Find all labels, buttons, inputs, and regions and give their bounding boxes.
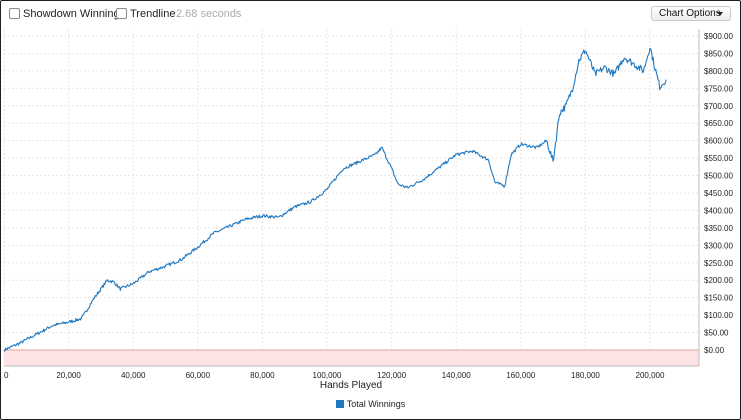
showdown-winnings-label[interactable]: Showdown Winnings: [23, 8, 126, 20]
y-tick-label: $250.00: [704, 259, 733, 268]
y-tick-label: $600.00: [704, 137, 733, 146]
legend-label: Total Winnings: [346, 399, 406, 409]
y-tick-label: $900.00: [704, 32, 733, 41]
y-axis-ticks: $0.00 $50.00 $100.00 $150.00 $200.00 $250.00 $…: [704, 32, 733, 355]
chart-toolbar: Showdown Winnings Trendline 2.68 seconds…: [0, 0, 741, 28]
y-tick-label: $700.00: [704, 102, 733, 111]
showdown-winnings-checkbox[interactable]: [9, 8, 20, 19]
x-tick-label: 20,000: [56, 371, 81, 380]
y-tick-label: $800.00: [704, 67, 733, 76]
negative-region: [4, 350, 699, 366]
y-tick-label: $500.00: [704, 172, 733, 181]
trendline-label[interactable]: Trendline: [130, 8, 176, 20]
x-axis-ticks: 0 20,000 40,000 60,000 80,000 100,000 120,000 1…: [4, 371, 665, 380]
y-tick-label: $650.00: [704, 119, 733, 128]
caret-down-icon: [717, 12, 723, 16]
y-tick-label: $350.00: [704, 224, 733, 233]
y-tick-label: $150.00: [704, 294, 733, 303]
x-tick-label: 180,000: [571, 371, 600, 380]
x-tick-label: 60,000: [186, 371, 211, 380]
legend: Total Winnings: [0, 399, 741, 409]
x-tick-label: 120,000: [377, 371, 406, 380]
y-tick-label: $550.00: [704, 154, 733, 163]
series-layer: [3, 47, 667, 352]
x-tick-label: 200,000: [636, 371, 665, 380]
x-tick-label: 140,000: [442, 371, 471, 380]
x-tick-label: 100,000: [313, 371, 342, 380]
legend-swatch: [335, 400, 344, 408]
x-tick-label: 40,000: [121, 371, 146, 380]
y-tick-label: $300.00: [704, 241, 733, 250]
x-tick-label: 160,000: [506, 371, 535, 380]
y-tick-label: $400.00: [704, 206, 733, 215]
trendline-checkbox[interactable]: [116, 8, 127, 19]
y-tick-label: $200.00: [704, 276, 733, 285]
elapsed-time: 2.68 seconds: [176, 8, 242, 20]
y-tick-label: $450.00: [704, 189, 733, 198]
gridlines: [3, 29, 699, 366]
x-axis-label: Hands Played: [320, 380, 382, 391]
chart-options-label: Chart Options: [659, 8, 721, 19]
chart-options-button[interactable]: Chart Options: [651, 6, 731, 21]
x-tick-label: 0: [4, 371, 9, 380]
x-tick-label: 80,000: [250, 371, 275, 380]
y-tick-label: $50.00: [704, 329, 729, 338]
series-line-total-winnings: [3, 47, 667, 352]
y-tick-label: $100.00: [704, 311, 733, 320]
y-tick-label: $0.00: [704, 346, 725, 355]
y-tick-label: $850.00: [704, 49, 733, 58]
y-tick-label: $750.00: [704, 84, 733, 93]
